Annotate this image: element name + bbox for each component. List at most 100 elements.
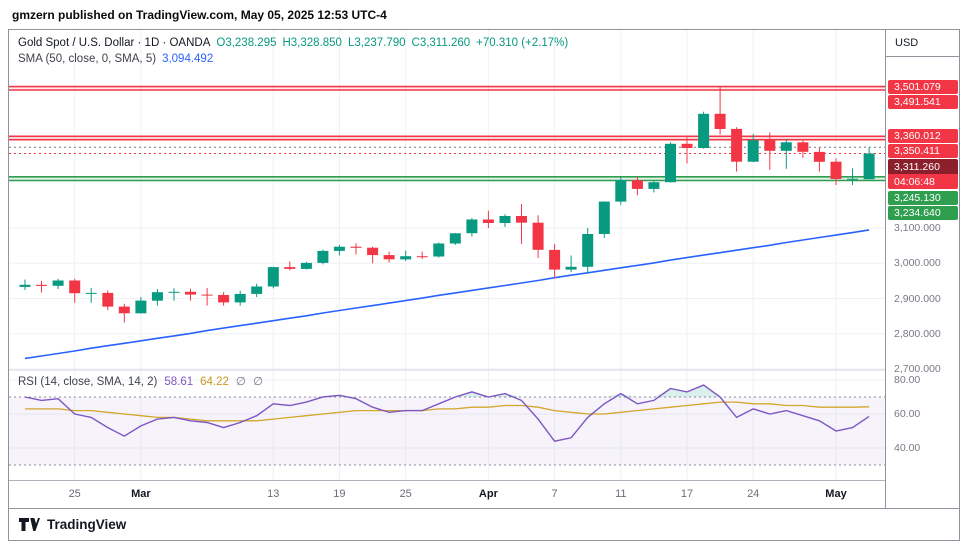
candle-body [251, 286, 263, 294]
time-axis-label[interactable]: Apr [479, 488, 499, 500]
time-axis-label[interactable]: 7 [552, 488, 558, 500]
candle-body [300, 262, 312, 269]
rsi-axis-label[interactable]: 40.00 [894, 442, 921, 454]
candle-body [698, 113, 710, 148]
currency-box[interactable]: USD [886, 30, 959, 57]
time-axis-label[interactable]: 24 [747, 488, 759, 500]
candle-body [598, 201, 610, 234]
candle-body [797, 142, 809, 152]
price-axis-label[interactable]: 2,700.000 [894, 363, 941, 375]
time-axis-label[interactable]: 17 [681, 488, 693, 500]
symbol-title[interactable]: Gold Spot / U.S. Dollar · 1D · OANDA [18, 37, 211, 49]
price-chart-canvas[interactable]: 25 Mar 13 19 25 Apr 7 11 17 24 May [9, 30, 885, 508]
candle-body [234, 293, 246, 303]
tradingview-brand[interactable]: TradingView [47, 517, 127, 532]
price-band[interactable] [9, 86, 885, 90]
price-axis-label[interactable]: 2,900.000 [894, 292, 941, 305]
rsi-line[interactable] [24, 384, 870, 442]
candle-body [102, 292, 114, 307]
candle-body [69, 280, 81, 294]
price-level-badge[interactable]: 3,245.130 [888, 191, 958, 206]
candle-body [118, 306, 130, 314]
price-axis[interactable]: USD 3,100.000 3,000.000 2,900.000 2,800.000… [885, 30, 959, 508]
rsi-axis-label[interactable]: 60.00 [894, 408, 921, 420]
candle-body [168, 291, 180, 293]
ohlc-close: C3,311.260 [411, 37, 471, 49]
ohlc-high: H3,328.850 [282, 37, 342, 49]
rsi-indicator-label[interactable]: RSI (14, close, SMA, 14, 2) [18, 376, 158, 388]
chart-container: 25 Mar 13 19 25 Apr 7 11 17 24 May Gold Spot / U.S… [8, 29, 960, 541]
candle-body [847, 178, 858, 180]
rsi-lower-band-value: ∅ [252, 376, 263, 388]
candle-body [631, 180, 643, 189]
candle-body [681, 143, 693, 148]
ohlc-open: O3,238.295 [216, 37, 277, 49]
candle-body [714, 113, 726, 129]
time-axis-label[interactable]: Mar [131, 488, 151, 500]
candle-body [532, 222, 544, 250]
candle-body [416, 256, 428, 258]
price-level-badge[interactable]: 3,491.541 [888, 94, 958, 109]
price-level-badge[interactable]: 3,501.079 [888, 79, 958, 94]
sma50-line[interactable] [24, 229, 870, 360]
candle-body [267, 267, 279, 287]
time-axis-divider [9, 480, 959, 481]
symbol-legend-row: Gold Spot / U.S. Dollar · 1D · OANDA O3,… [18, 37, 568, 49]
tradingview-logo-icon[interactable] [18, 517, 40, 532]
time-axis-label[interactable]: May [825, 488, 847, 500]
candle-body [466, 219, 478, 234]
candle-body [284, 267, 296, 269]
last-price-badge[interactable]: 3,311.260 04:06:48 [888, 159, 958, 190]
rsi-axis-label[interactable]: 80.00 [894, 374, 921, 386]
candle-body [151, 292, 163, 301]
rsi-overbought-fill [25, 385, 870, 397]
chart-legend: Gold Spot / U.S. Dollar · 1D · OANDA O3,… [18, 37, 568, 69]
time-axis-label[interactable]: 11 [615, 488, 626, 500]
ohlc-low: L3,237.790 [347, 37, 406, 49]
candle-body [499, 216, 511, 223]
price-axis-label[interactable]: 3,100.000 [894, 222, 941, 234]
time-axis-label[interactable]: 25 [69, 488, 81, 500]
publish-text: gmzern published on TradingView.com, May… [12, 7, 387, 22]
candle-body [19, 284, 31, 287]
candle-body [747, 140, 759, 162]
candle-body [813, 151, 825, 162]
bar-countdown: 04:06:48 [888, 174, 958, 190]
footer: TradingView [9, 508, 959, 540]
price-band[interactable] [9, 176, 885, 181]
candle-body [36, 284, 47, 286]
price-axis-label[interactable]: 2,800.000 [894, 327, 941, 340]
rsi-legend: RSI (14, close, SMA, 14, 2) 58.61 64.22 … [18, 374, 263, 388]
last-price-value: 3,311.260 [888, 159, 958, 175]
candle-body [433, 243, 445, 257]
candle-body [565, 266, 577, 270]
candle-body [85, 292, 97, 294]
rsi-ma-line[interactable] [25, 401, 870, 422]
time-axis-label[interactable]: 13 [267, 488, 279, 500]
candle-body [350, 246, 362, 248]
price-level-badge[interactable]: 3,360.012 [888, 129, 958, 144]
candle-body [383, 255, 395, 260]
candle-body [549, 249, 561, 270]
candle-body [449, 233, 461, 244]
time-axis-label[interactable]: 25 [400, 488, 412, 500]
candle-body [731, 128, 743, 162]
price-axis-label[interactable]: 3,000.000 [894, 257, 941, 270]
sma-indicator-label[interactable]: SMA (50, close, 0, SMA, 5) [18, 53, 157, 65]
rsi-band-fill [9, 397, 885, 465]
price-level-badge[interactable]: 3,350.411 [888, 144, 958, 159]
candle-body [482, 219, 494, 223]
candle-body [201, 294, 213, 296]
rsi-upper-band-value: ∅ [235, 376, 246, 388]
sma-value: 3,094.492 [162, 53, 214, 65]
candle-body [218, 295, 230, 303]
candle-body [516, 216, 527, 223]
time-axis-label[interactable]: 19 [333, 488, 345, 500]
price-band[interactable] [9, 136, 885, 140]
candle-body [863, 153, 875, 180]
candle-body [185, 291, 196, 295]
candle-body [830, 161, 842, 179]
candle-body [400, 256, 412, 260]
sma-legend-row: SMA (50, close, 0, SMA, 5) 3,094.492 [18, 53, 568, 65]
price-level-badge[interactable]: 3,234.640 [888, 206, 958, 221]
